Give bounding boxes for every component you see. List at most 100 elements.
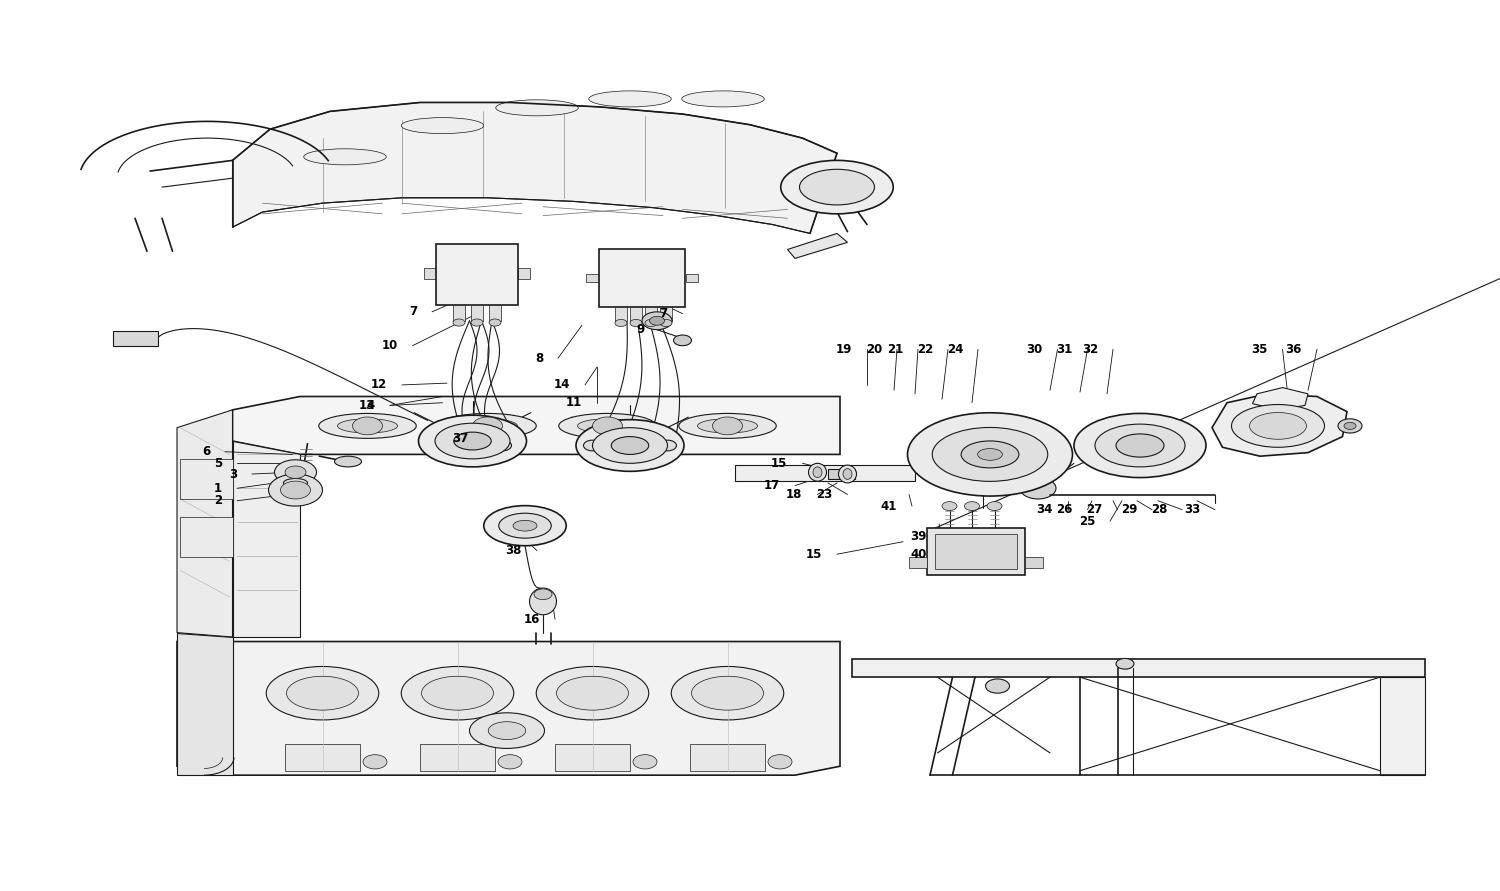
Text: 38: 38 (506, 544, 522, 557)
Text: 9: 9 (636, 323, 645, 336)
Circle shape (1116, 658, 1134, 669)
Polygon shape (180, 459, 232, 499)
Text: 15: 15 (806, 548, 822, 560)
Ellipse shape (843, 469, 852, 479)
Text: 23: 23 (816, 488, 833, 501)
Circle shape (280, 481, 310, 499)
Text: 8: 8 (534, 352, 543, 364)
Text: 17: 17 (764, 479, 780, 492)
Circle shape (1338, 419, 1362, 433)
Circle shape (674, 335, 692, 346)
Ellipse shape (839, 465, 856, 483)
Ellipse shape (672, 666, 783, 720)
Text: 22: 22 (916, 343, 933, 356)
Circle shape (942, 502, 957, 511)
Text: 39: 39 (910, 530, 927, 543)
FancyBboxPatch shape (660, 307, 672, 322)
FancyBboxPatch shape (519, 268, 531, 279)
Text: 1: 1 (214, 482, 222, 495)
FancyBboxPatch shape (615, 307, 627, 322)
FancyBboxPatch shape (112, 331, 158, 346)
Text: 27: 27 (1086, 503, 1102, 516)
Ellipse shape (303, 149, 387, 165)
Ellipse shape (962, 441, 1018, 468)
Circle shape (274, 460, 316, 485)
Polygon shape (1212, 394, 1347, 456)
Text: 13: 13 (358, 399, 375, 412)
FancyBboxPatch shape (555, 744, 630, 771)
Ellipse shape (698, 419, 758, 433)
Ellipse shape (578, 419, 638, 433)
Ellipse shape (808, 463, 826, 481)
Circle shape (363, 755, 387, 769)
Text: 18: 18 (786, 488, 802, 501)
Text: 24: 24 (946, 343, 963, 356)
Ellipse shape (1232, 405, 1324, 447)
Text: 10: 10 (381, 339, 398, 352)
FancyBboxPatch shape (420, 744, 495, 771)
Polygon shape (1252, 388, 1308, 410)
Polygon shape (177, 633, 232, 775)
Text: 19: 19 (836, 343, 852, 356)
Text: 33: 33 (1184, 503, 1200, 516)
Ellipse shape (678, 413, 777, 438)
Ellipse shape (1074, 413, 1206, 478)
Text: 32: 32 (1082, 343, 1098, 356)
Ellipse shape (495, 100, 579, 116)
Ellipse shape (813, 467, 822, 478)
Circle shape (471, 440, 489, 451)
Text: 4: 4 (366, 399, 375, 412)
Ellipse shape (1116, 434, 1164, 457)
FancyBboxPatch shape (934, 534, 1017, 569)
Polygon shape (232, 102, 837, 233)
Text: 7: 7 (660, 307, 668, 320)
Circle shape (285, 466, 306, 478)
Text: 36: 36 (1286, 343, 1302, 356)
FancyBboxPatch shape (828, 469, 855, 479)
Ellipse shape (932, 428, 1047, 481)
Circle shape (472, 417, 502, 435)
Text: 26: 26 (1056, 503, 1072, 516)
Text: 2: 2 (214, 495, 222, 507)
Ellipse shape (556, 676, 628, 710)
FancyBboxPatch shape (435, 244, 519, 305)
Ellipse shape (419, 415, 526, 467)
Circle shape (494, 440, 512, 451)
Ellipse shape (534, 589, 552, 600)
FancyBboxPatch shape (686, 274, 698, 282)
Ellipse shape (498, 513, 552, 538)
Ellipse shape (782, 160, 894, 214)
Circle shape (453, 319, 465, 326)
Ellipse shape (681, 91, 764, 107)
Text: 31: 31 (1056, 343, 1072, 356)
Ellipse shape (318, 413, 416, 438)
FancyBboxPatch shape (909, 557, 927, 568)
Text: 30: 30 (1026, 343, 1042, 356)
Circle shape (352, 417, 382, 435)
Ellipse shape (1250, 413, 1306, 439)
Text: 3: 3 (230, 468, 237, 480)
FancyBboxPatch shape (489, 305, 501, 321)
Ellipse shape (1095, 424, 1185, 467)
FancyBboxPatch shape (423, 268, 435, 279)
Circle shape (471, 319, 483, 326)
Text: 41: 41 (880, 500, 897, 512)
Text: 35: 35 (1251, 343, 1268, 356)
Circle shape (584, 440, 602, 451)
Text: 14: 14 (554, 379, 570, 391)
Circle shape (642, 312, 672, 330)
Ellipse shape (483, 506, 567, 545)
Ellipse shape (286, 676, 358, 710)
FancyBboxPatch shape (645, 307, 657, 322)
Ellipse shape (692, 676, 764, 710)
FancyBboxPatch shape (471, 305, 483, 321)
Ellipse shape (800, 169, 874, 205)
Ellipse shape (530, 588, 556, 615)
Circle shape (964, 502, 980, 511)
FancyBboxPatch shape (285, 744, 360, 771)
Text: 15: 15 (771, 457, 788, 470)
Ellipse shape (592, 428, 668, 463)
Ellipse shape (334, 456, 362, 467)
Circle shape (489, 319, 501, 326)
FancyBboxPatch shape (126, 335, 132, 342)
